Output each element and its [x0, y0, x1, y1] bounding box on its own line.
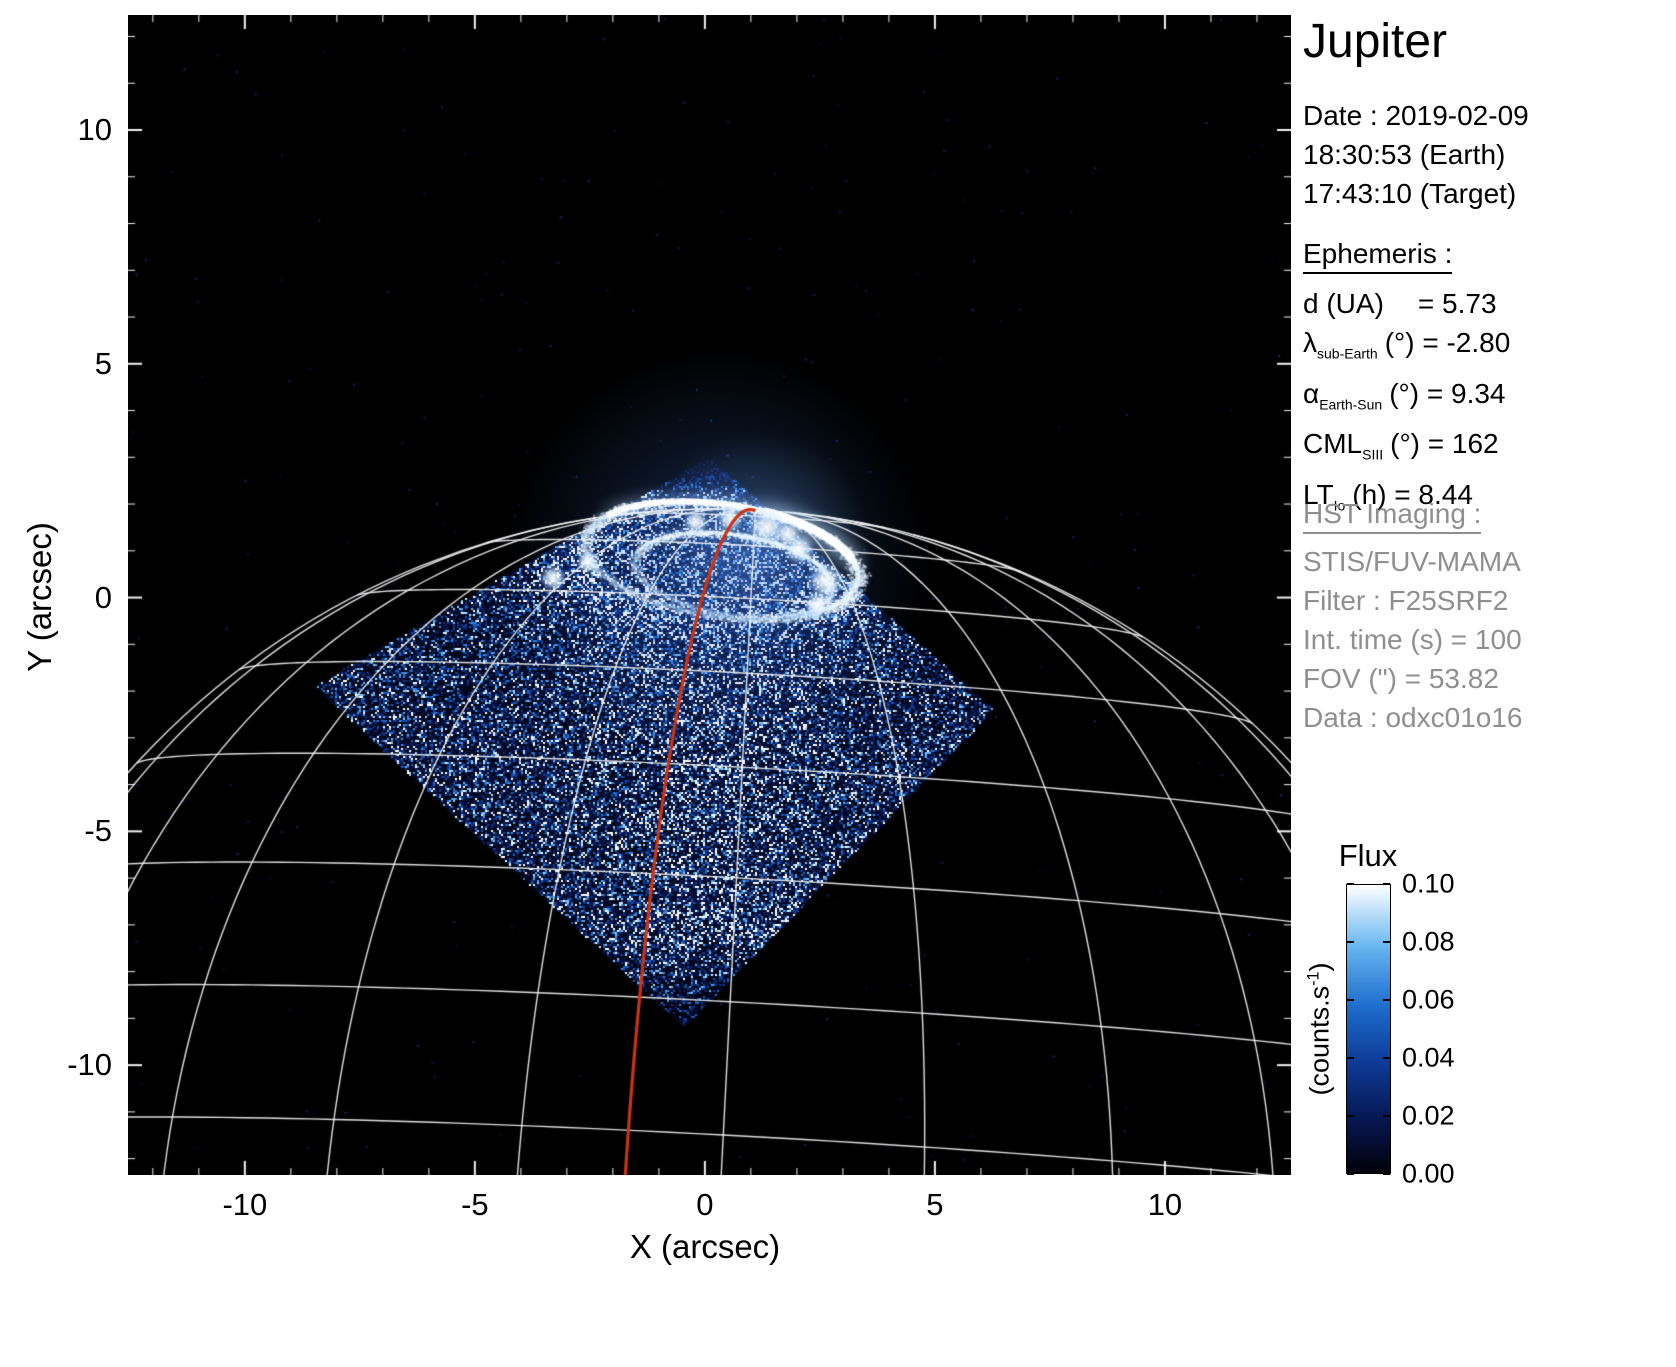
date-line: 18:30:53 (Earth): [1303, 135, 1529, 174]
aurora-image-canvas: [128, 15, 1291, 1175]
colorbar-tick-mark: [1383, 999, 1390, 1001]
colorbar-tick-mark: [1347, 1115, 1354, 1117]
date-block: Date : 2019-02-09 18:30:53 (Earth) 17:43:1…: [1303, 96, 1529, 213]
x-axis-title: X (arcsec): [630, 1228, 780, 1266]
colorbar-unit-pre: (counts.s: [1305, 986, 1335, 1096]
colorbar-tick-label: 0.08: [1402, 927, 1455, 958]
date-line: Date : 2019-02-09: [1303, 96, 1529, 135]
colorbar-tick-label: 0.04: [1402, 1043, 1455, 1074]
ephemeris-quantity: λ: [1303, 327, 1317, 358]
ephemeris-value: (°) = 9.34: [1389, 378, 1505, 409]
ephemeris-quantity: α: [1303, 378, 1319, 409]
ephemeris-value: (°) = -2.80: [1385, 327, 1511, 358]
ephemeris-section: Ephemeris :: [1303, 238, 1452, 274]
hst-imaging-section: HST Imaging :: [1303, 498, 1481, 534]
colorbar-tick-mark: [1347, 883, 1354, 885]
ephemeris-header: Ephemeris :: [1303, 238, 1452, 274]
y-axis-title: Y (arcsec): [21, 522, 59, 672]
ephemeris-rows: d (UA) = 5.73 λsub-Earth (°) = -2.80 αEarth-…: [1303, 284, 1510, 525]
colorbar-tick-mark: [1383, 883, 1390, 885]
ephemeris-quantity: d (UA): [1303, 288, 1384, 319]
colorbar-tick-mark: [1347, 941, 1354, 943]
ephemeris-row: αEarth-Sun (°) = 9.34: [1303, 374, 1510, 425]
ephemeris-row: d (UA) = 5.73: [1303, 284, 1510, 323]
date-line: 17:43:10 (Target): [1303, 174, 1529, 213]
colorbar-tick-mark: [1383, 1173, 1390, 1175]
colorbar-unit-post: ): [1305, 963, 1335, 972]
colorbar-tick-mark: [1347, 999, 1354, 1001]
y-tick-label: -10: [18, 1047, 112, 1083]
hst-imaging-line: Filter : F25SRF2: [1303, 581, 1523, 620]
ephemeris-quantity-subscript: SIII: [1362, 447, 1383, 463]
hst-imaging-lines: STIS/FUV-MAMA Filter : F25SRF2 Int. time (…: [1303, 542, 1523, 737]
ephemeris-quantity-subscript: sub-Earth: [1317, 346, 1378, 362]
ephemeris-row: CMLSIII (°) = 162: [1303, 424, 1510, 475]
colorbar-tick-mark: [1347, 1173, 1354, 1175]
colorbar-tick-label: 0.06: [1402, 985, 1455, 1016]
jupiter-aurora-figure: { "title": "Jupiter", "axes": { "x_title…: [0, 0, 1676, 1367]
x-tick-label: -5: [461, 1187, 489, 1223]
ephemeris-row: λsub-Earth (°) = -2.80: [1303, 323, 1510, 374]
colorbar-unit-label: (counts.s-1): [1305, 963, 1336, 1096]
colorbar-tick-label: 0.10: [1402, 869, 1455, 900]
colorbar-tick-label: 0.02: [1402, 1101, 1455, 1132]
hst-imaging-line: FOV (") = 53.82: [1303, 659, 1523, 698]
ephemeris-value: (°) = 162: [1390, 428, 1498, 459]
colorbar-tick-mark: [1383, 1057, 1390, 1059]
x-tick-label: 5: [926, 1187, 943, 1223]
ephemeris-value: = 5.73: [1418, 288, 1497, 319]
x-tick-label: 10: [1148, 1187, 1182, 1223]
y-tick-label: 5: [18, 346, 112, 382]
ephemeris-quantity: CML: [1303, 428, 1362, 459]
hst-imaging-line: STIS/FUV-MAMA: [1303, 542, 1523, 581]
colorbar-tick-mark: [1383, 941, 1390, 943]
x-tick-label: -10: [222, 1187, 267, 1223]
colorbar-gradient: [1346, 884, 1391, 1174]
figure-title: Jupiter: [1303, 14, 1447, 69]
x-tick-label: 0: [696, 1187, 713, 1223]
hst-imaging-line: Int. time (s) = 100: [1303, 620, 1523, 659]
colorbar-tick-label: 0.00: [1402, 1159, 1455, 1190]
colorbar-title: Flux: [1339, 838, 1398, 874]
y-tick-label: 10: [18, 112, 112, 148]
colorbar-unit-sup: -1: [1305, 972, 1323, 986]
hst-imaging-header: HST Imaging :: [1303, 498, 1481, 534]
colorbar-tick-mark: [1347, 1057, 1354, 1059]
y-tick-label: -5: [18, 813, 112, 849]
colorbar-tick-mark: [1383, 1115, 1390, 1117]
ephemeris-quantity-subscript: Earth-Sun: [1319, 396, 1382, 412]
hst-imaging-line: Data : odxc01o16: [1303, 698, 1523, 737]
